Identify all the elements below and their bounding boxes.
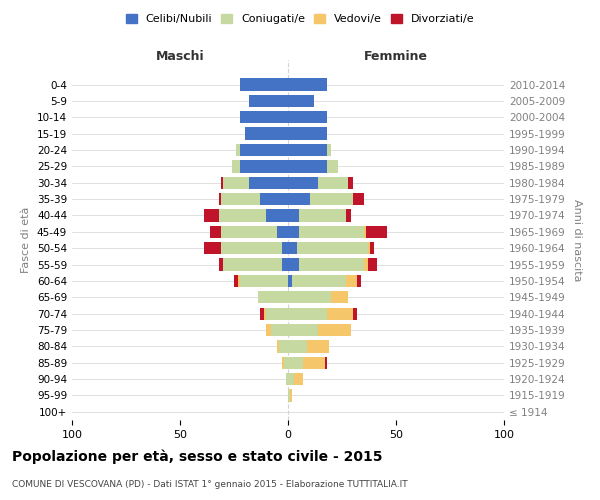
Bar [288, 160, 327, 172]
Bar [241, 78, 288, 90]
Bar [264, 308, 266, 320]
Bar [303, 356, 325, 369]
Bar [288, 275, 292, 287]
Bar [288, 258, 299, 270]
Bar [288, 340, 307, 352]
Bar [280, 340, 288, 352]
Bar [271, 324, 288, 336]
Bar [245, 128, 288, 140]
Bar [327, 308, 353, 320]
Bar [288, 242, 296, 254]
Bar [288, 144, 327, 156]
Bar [288, 291, 331, 304]
Bar [277, 340, 280, 352]
Bar [299, 226, 364, 238]
Bar [238, 275, 241, 287]
Bar [219, 210, 266, 222]
Bar [296, 242, 368, 254]
Text: Femmine: Femmine [364, 50, 428, 64]
Bar [210, 226, 221, 238]
Bar [325, 356, 327, 369]
Bar [299, 258, 364, 270]
Bar [249, 176, 288, 189]
Bar [288, 390, 290, 402]
Bar [288, 308, 327, 320]
Bar [299, 210, 346, 222]
Y-axis label: Anni di nascita: Anni di nascita [572, 198, 582, 281]
Bar [236, 144, 241, 156]
Bar [346, 275, 357, 287]
Bar [204, 210, 219, 222]
Text: COMUNE DI VESCOVANA (PD) - Dati ISTAT 1° gennaio 2015 - Elaborazione TUTTITALIA.: COMUNE DI VESCOVANA (PD) - Dati ISTAT 1°… [12, 480, 407, 489]
Bar [288, 176, 318, 189]
Bar [219, 193, 221, 205]
Bar [364, 258, 368, 270]
Bar [327, 160, 338, 172]
Legend: Celibi/Nubili, Coniugati/e, Vedovi/e, Divorziati/e: Celibi/Nubili, Coniugati/e, Vedovi/e, Di… [122, 10, 478, 28]
Y-axis label: Fasce di età: Fasce di età [22, 207, 31, 273]
Bar [288, 226, 299, 238]
Bar [288, 128, 327, 140]
Bar [368, 258, 377, 270]
Bar [286, 373, 288, 385]
Bar [221, 226, 277, 238]
Bar [281, 242, 288, 254]
Bar [295, 373, 303, 385]
Text: Popolazione per età, sesso e stato civile - 2015: Popolazione per età, sesso e stato civil… [12, 450, 383, 464]
Bar [260, 193, 288, 205]
Bar [310, 193, 353, 205]
Bar [318, 176, 349, 189]
Bar [204, 242, 221, 254]
Bar [281, 356, 284, 369]
Bar [266, 210, 288, 222]
Bar [288, 193, 310, 205]
Bar [288, 95, 314, 107]
Bar [353, 308, 357, 320]
Text: Maschi: Maschi [155, 50, 205, 64]
Bar [288, 373, 295, 385]
Bar [349, 176, 353, 189]
Bar [357, 275, 361, 287]
Bar [307, 340, 329, 352]
Bar [366, 226, 388, 238]
Bar [221, 242, 281, 254]
Bar [364, 226, 366, 238]
Bar [223, 176, 249, 189]
Bar [292, 275, 346, 287]
Bar [234, 275, 238, 287]
Bar [290, 390, 292, 402]
Bar [219, 258, 223, 270]
Bar [241, 275, 288, 287]
Bar [241, 111, 288, 124]
Bar [266, 308, 288, 320]
Bar [241, 144, 288, 156]
Bar [249, 95, 288, 107]
Bar [288, 111, 327, 124]
Bar [260, 308, 264, 320]
Bar [221, 176, 223, 189]
Bar [370, 242, 374, 254]
Bar [368, 242, 370, 254]
Bar [241, 160, 288, 172]
Bar [288, 356, 303, 369]
Bar [266, 324, 271, 336]
Bar [284, 356, 288, 369]
Bar [221, 193, 260, 205]
Bar [288, 78, 327, 90]
Bar [223, 258, 281, 270]
Bar [288, 210, 299, 222]
Bar [331, 291, 349, 304]
Bar [327, 144, 331, 156]
Bar [281, 258, 288, 270]
Bar [346, 210, 350, 222]
Bar [318, 324, 350, 336]
Bar [353, 193, 364, 205]
Bar [288, 324, 318, 336]
Bar [277, 226, 288, 238]
Bar [258, 291, 288, 304]
Bar [232, 160, 241, 172]
